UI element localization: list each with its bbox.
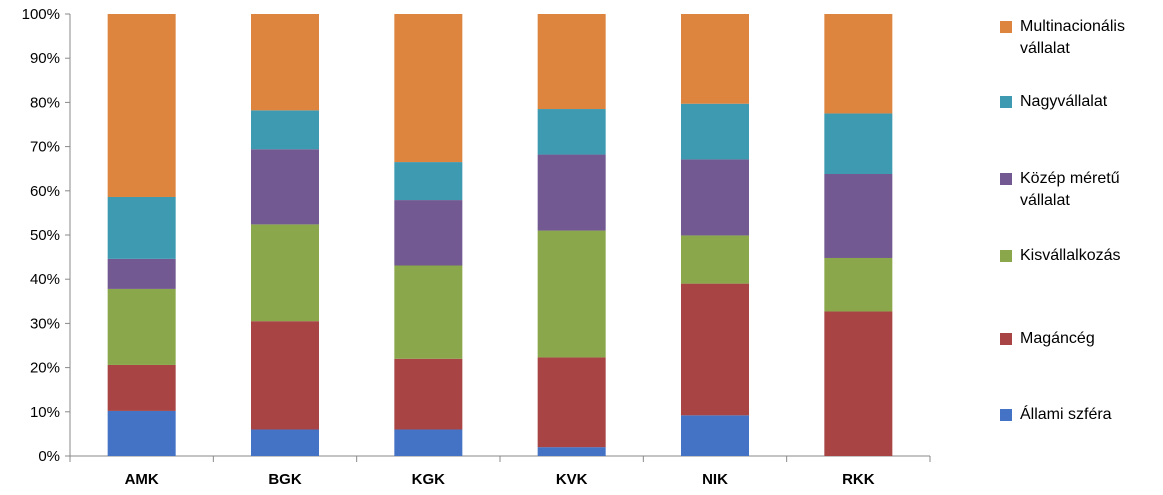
y-tick-label: 50% <box>30 227 60 244</box>
y-tick-label: 80% <box>30 94 60 111</box>
y-tick-label: 90% <box>30 50 60 67</box>
legend-swatch <box>1000 333 1012 345</box>
legend-item: Multinacionális vállalat <box>1000 16 1160 60</box>
bar-segment <box>537 14 606 110</box>
legend-item: Kisvállalkozás <box>1000 245 1160 267</box>
bar-segment <box>107 14 176 197</box>
legend-swatch <box>1000 250 1012 262</box>
x-tick-label: RKK <box>842 471 875 488</box>
y-tick-label: 40% <box>30 271 60 288</box>
bar-segment <box>251 224 319 322</box>
y-tick-label: 10% <box>30 404 60 421</box>
y-tick-label: 30% <box>30 315 60 332</box>
legend-label: Kisvállalkozás <box>1020 247 1121 264</box>
chart-legend: Multinacionális vállalat Nagyvállalat Közé… <box>1000 8 1160 448</box>
legend-item: Állami szféra <box>1000 404 1160 426</box>
legend-swatch <box>1000 96 1012 108</box>
bar-segment <box>394 14 463 163</box>
bar-segment <box>107 258 176 289</box>
legend-swatch <box>1000 409 1012 421</box>
x-tick-label: NIK <box>702 471 728 488</box>
bar-segment <box>537 447 606 456</box>
legend-swatch <box>1000 173 1012 185</box>
x-tick-label: KGK <box>412 471 446 488</box>
bar-segment <box>681 235 749 284</box>
bar-segment <box>251 14 319 111</box>
y-tick-label: 20% <box>30 360 60 377</box>
legend-item: Magáncég <box>1000 328 1160 350</box>
bar-segment <box>251 149 319 225</box>
legend-label: Állami szféra <box>1020 406 1112 423</box>
bar-segment <box>681 283 749 416</box>
bar-segment <box>681 103 749 160</box>
legend-label: Multinacionális vállalat <box>1020 18 1125 57</box>
bar-segment <box>824 14 893 114</box>
bar-segment <box>537 230 606 358</box>
y-tick-label: 0% <box>38 448 60 465</box>
x-tick-label: AMK <box>125 471 159 488</box>
bar-segment <box>394 358 463 430</box>
bar-segment <box>251 429 319 456</box>
bar-segment <box>537 357 606 448</box>
legend-label: Magáncég <box>1020 330 1095 347</box>
y-tick-label: 70% <box>30 139 60 156</box>
bar-segment <box>537 109 606 155</box>
bar-segment <box>251 321 319 430</box>
bar-segment <box>824 311 893 456</box>
bar-segment <box>394 200 463 266</box>
bar-segment <box>824 257 893 312</box>
bar-segment <box>107 410 176 456</box>
y-tick-label: 100% <box>22 6 60 23</box>
bar-segment <box>107 364 176 411</box>
bar-segment <box>681 159 749 236</box>
bar-segment <box>824 174 893 258</box>
bar-segment <box>107 288 176 365</box>
bar-segment <box>681 14 749 104</box>
bar-segment <box>394 162 463 201</box>
bar-segment <box>394 429 463 456</box>
x-tick-label: BGK <box>268 471 302 488</box>
x-tick-label: KVK <box>556 471 588 488</box>
legend-label: Nagyvállalat <box>1020 93 1108 110</box>
legend-item: Közép méretű vállalat <box>1000 168 1160 212</box>
bar-segment <box>251 110 319 150</box>
bar-segment <box>107 196 176 259</box>
bar-segment <box>537 154 606 231</box>
legend-item: Nagyvállalat <box>1000 91 1160 113</box>
legend-label: Közép méretű vállalat <box>1020 170 1120 209</box>
bar-segment <box>394 265 463 359</box>
y-tick-label: 60% <box>30 183 60 200</box>
bar-segment <box>824 113 893 175</box>
bar-segment <box>681 415 749 456</box>
legend-swatch <box>1000 21 1012 33</box>
